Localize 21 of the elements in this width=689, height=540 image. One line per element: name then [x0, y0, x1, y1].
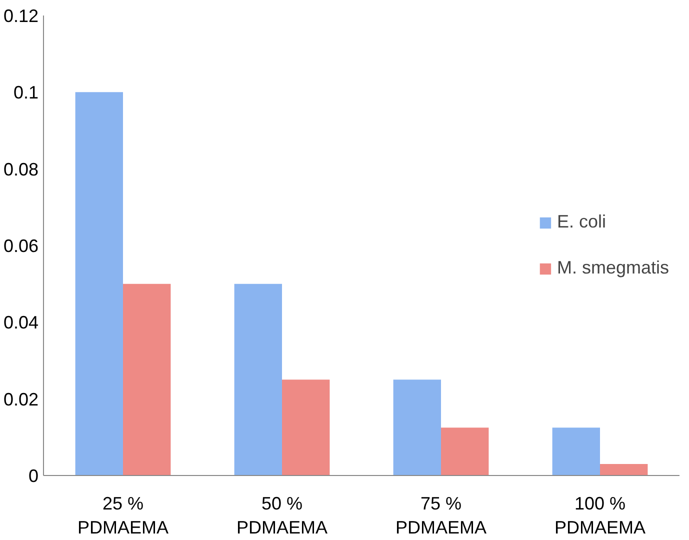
y-tick-label: 0.12	[3, 6, 39, 26]
x-tick-label: 75 % PDMAEMA	[395, 494, 487, 538]
x-tick-label: 100 % PDMAEMA	[554, 494, 646, 538]
y-tick-label: 0.1	[13, 82, 39, 103]
bar	[123, 284, 171, 476]
y-tick-label: 0.08	[3, 159, 39, 180]
legend-label: M. smegmatis	[556, 258, 669, 278]
bar	[234, 284, 282, 476]
y-tick-label: 0	[28, 466, 39, 486]
y-tick-label: 0.02	[3, 389, 39, 410]
bar	[441, 428, 489, 476]
x-tick-label: 25 % PDMAEMA	[77, 494, 169, 538]
bar	[552, 428, 600, 476]
y-tick-label: 0.04	[3, 312, 39, 333]
x-tick-label: 50 % PDMAEMA	[236, 494, 328, 538]
y-tick-label: 0.06	[3, 236, 39, 256]
bar	[393, 380, 441, 476]
bar	[282, 380, 330, 476]
bar	[75, 92, 123, 476]
legend-label: E. coli	[556, 212, 606, 232]
bar	[600, 464, 648, 476]
